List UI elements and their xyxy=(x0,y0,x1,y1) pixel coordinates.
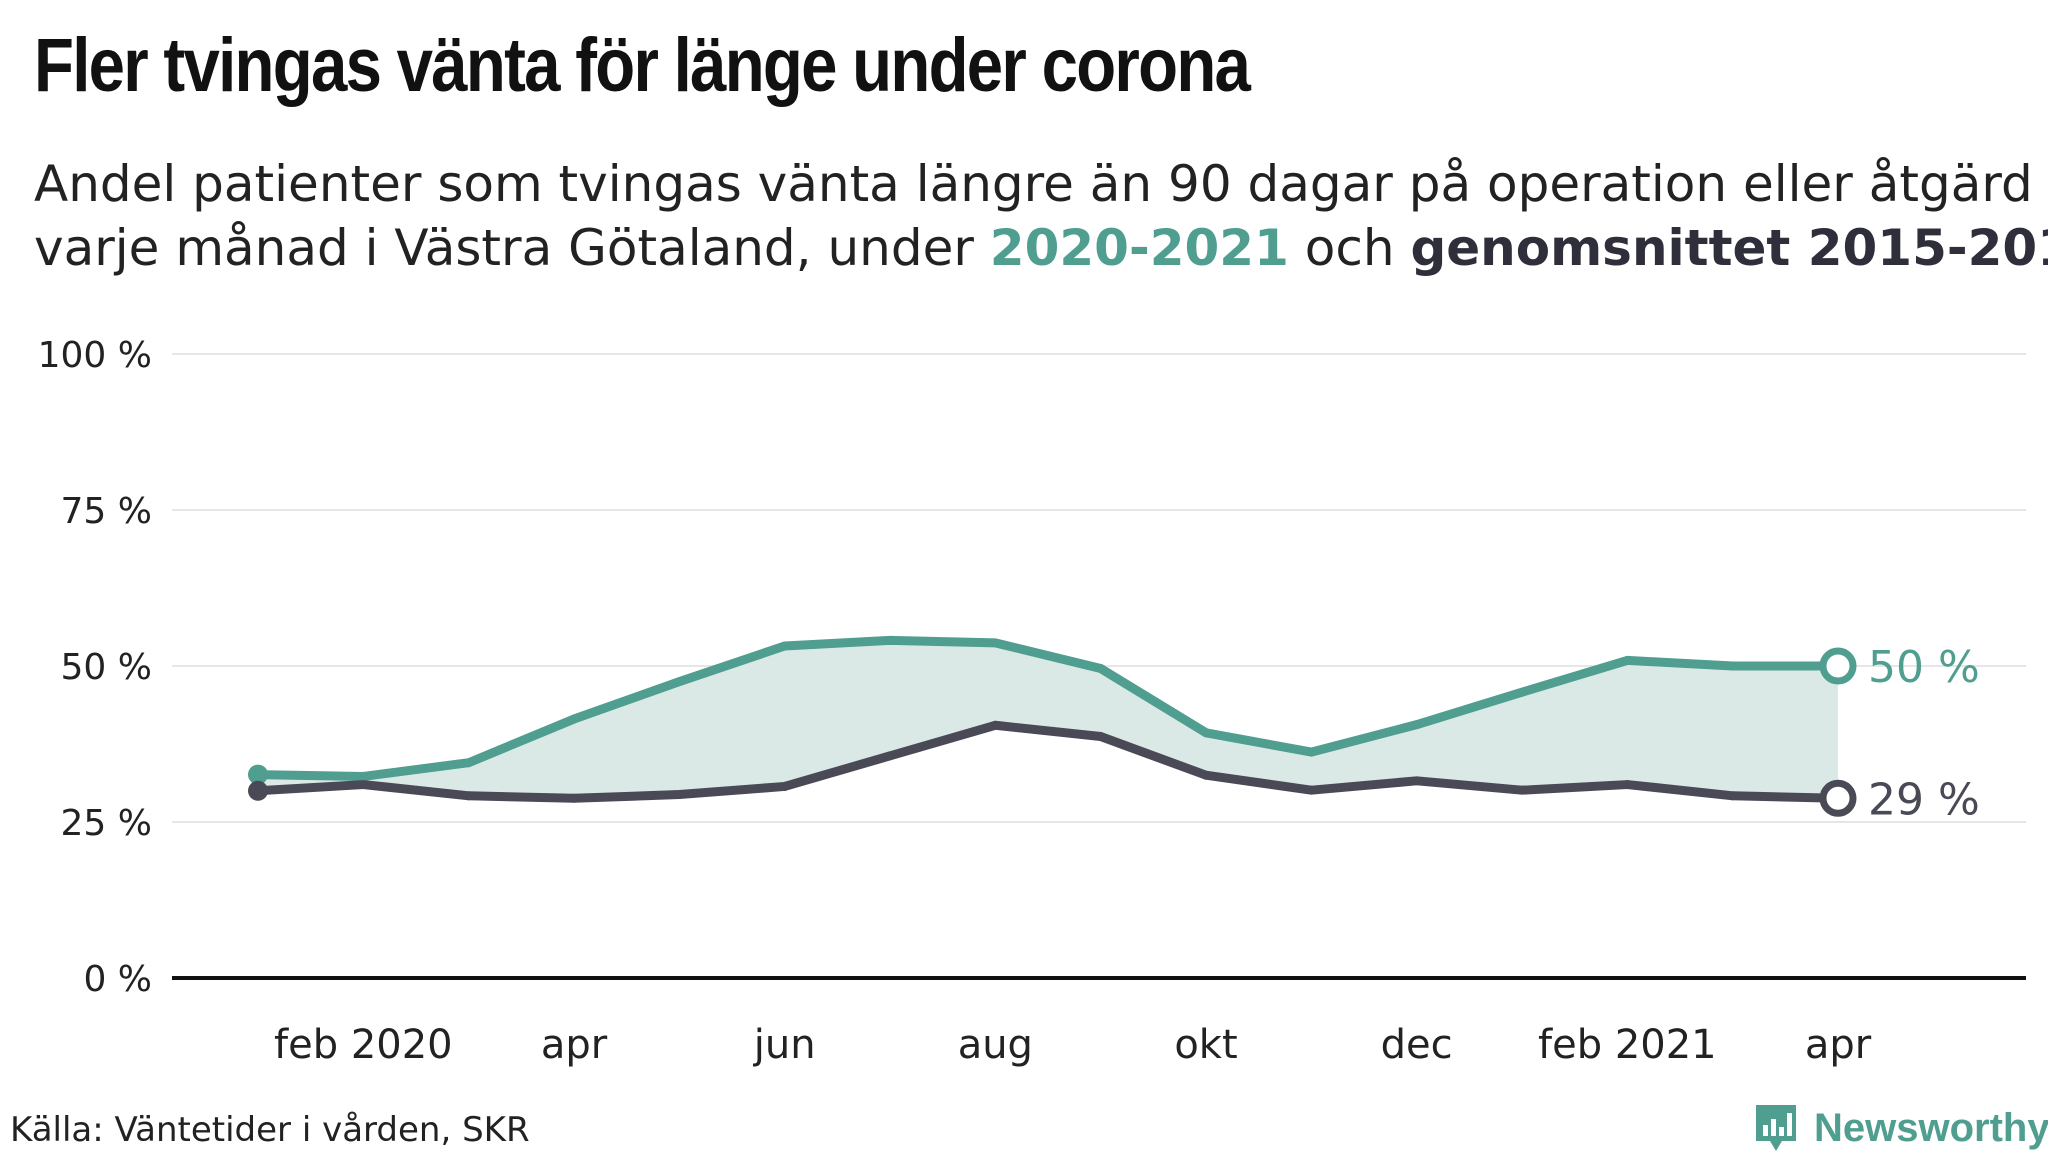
series-2020-2021-point xyxy=(464,758,474,768)
newsworthy-logo-text: Newsworthy xyxy=(1814,1105,2048,1150)
chart-subtitle: Andel patienter som tvingas vänta längre… xyxy=(34,152,2048,280)
newsworthy-logo-icon xyxy=(1756,1105,1796,1151)
series-2020-2021-point xyxy=(358,771,368,781)
series-average-2015-2019-end-marker xyxy=(1819,779,1857,817)
series-2020-2021-end-marker xyxy=(1819,647,1857,685)
series-average-2015-2019-point xyxy=(464,791,474,801)
y-tick-label: 0 % xyxy=(83,959,152,1000)
series-average-2015-2019-point xyxy=(990,720,1000,730)
series-average-2015-2019-point xyxy=(1412,776,1422,786)
subtitle-highlight-average: genomsnittet 2015-2019 xyxy=(1410,219,2048,277)
series-markers: 50 % 29 % xyxy=(248,635,1980,825)
chart-title: Fler tvingas vänta för länge under coron… xyxy=(34,23,1251,108)
series-2020-2021-end-label: 50 % xyxy=(1868,642,1980,693)
series-average-2015-2019-point xyxy=(780,781,790,791)
series-average-2015-2019-point xyxy=(1306,785,1316,795)
series-average-2015-2019-line xyxy=(253,720,1843,803)
series-average-2015-2019-point xyxy=(674,790,684,800)
difference-area xyxy=(258,640,1838,799)
series-average-2015-2019-point xyxy=(1096,732,1106,742)
source-note: Källa: Väntetider i vården, SKR xyxy=(10,1110,530,1150)
x-axis: feb 2020 apr jun aug okt dec feb 2021 apr xyxy=(274,1022,1872,1068)
series-2020-2021-point xyxy=(569,714,579,724)
x-tick-label: feb 2021 xyxy=(1538,1022,1717,1068)
series-average-2015-2019-start-marker xyxy=(248,780,268,801)
series-2020-2021-start-marker xyxy=(248,764,268,785)
newsworthy-logo: Newsworthy xyxy=(1752,1098,2048,1158)
series-2020-2021-point xyxy=(1728,661,1738,671)
series-2020-2021-line xyxy=(253,635,1843,781)
series-average-2015-2019-point xyxy=(1728,791,1738,801)
series-2020-2021-point xyxy=(885,635,895,645)
series-2020-2021-point xyxy=(1412,720,1422,730)
subtitle-middle: och xyxy=(1288,219,1411,277)
x-tick-label: feb 2020 xyxy=(274,1022,453,1068)
series-average-2015-2019-point xyxy=(1622,780,1632,790)
subtitle-highlight-2020-2021: 2020-2021 xyxy=(989,219,1289,277)
y-axis: 0 % 25 % 50 % 75 % 100 % xyxy=(38,335,2026,1000)
series-average-2015-2019-point xyxy=(1201,770,1211,780)
x-tick-label: dec xyxy=(1381,1022,1453,1068)
series-lines xyxy=(253,635,1843,803)
y-tick-label: 100 % xyxy=(38,335,152,376)
series-2020-2021-point xyxy=(1201,728,1211,738)
series-2020-2021-point xyxy=(990,638,1000,648)
x-tick-label: okt xyxy=(1174,1022,1237,1068)
series-2020-2021-point xyxy=(1517,687,1527,697)
x-tick-label: aug xyxy=(958,1022,1033,1068)
subtitle-line2-prefix: varje månad i Västra Götaland, under xyxy=(34,219,990,277)
series-2020-2021-point xyxy=(1306,747,1316,757)
x-tick-label: apr xyxy=(541,1022,608,1068)
y-tick-label: 50 % xyxy=(61,647,152,688)
series-2020-2021-point xyxy=(780,641,790,651)
y-tick-label: 75 % xyxy=(61,491,152,532)
x-tick-label: apr xyxy=(1805,1022,1872,1068)
series-2020-2021-point xyxy=(674,677,684,687)
series-average-2015-2019-point xyxy=(569,793,579,803)
subtitle-line1: Andel patienter som tvingas vänta längre… xyxy=(34,155,2033,213)
x-tick-label: jun xyxy=(753,1022,816,1068)
series-average-2015-2019-point xyxy=(1517,785,1527,795)
y-tick-label: 25 % xyxy=(61,803,152,844)
series-2020-2021-point xyxy=(1096,663,1106,673)
series-average-2015-2019-point xyxy=(885,751,895,761)
series-average-2015-2019-end-label: 29 % xyxy=(1868,774,1980,825)
area-between-series xyxy=(258,640,1838,799)
series-average-2015-2019-point xyxy=(358,780,368,790)
series-2020-2021-point xyxy=(1622,655,1632,665)
